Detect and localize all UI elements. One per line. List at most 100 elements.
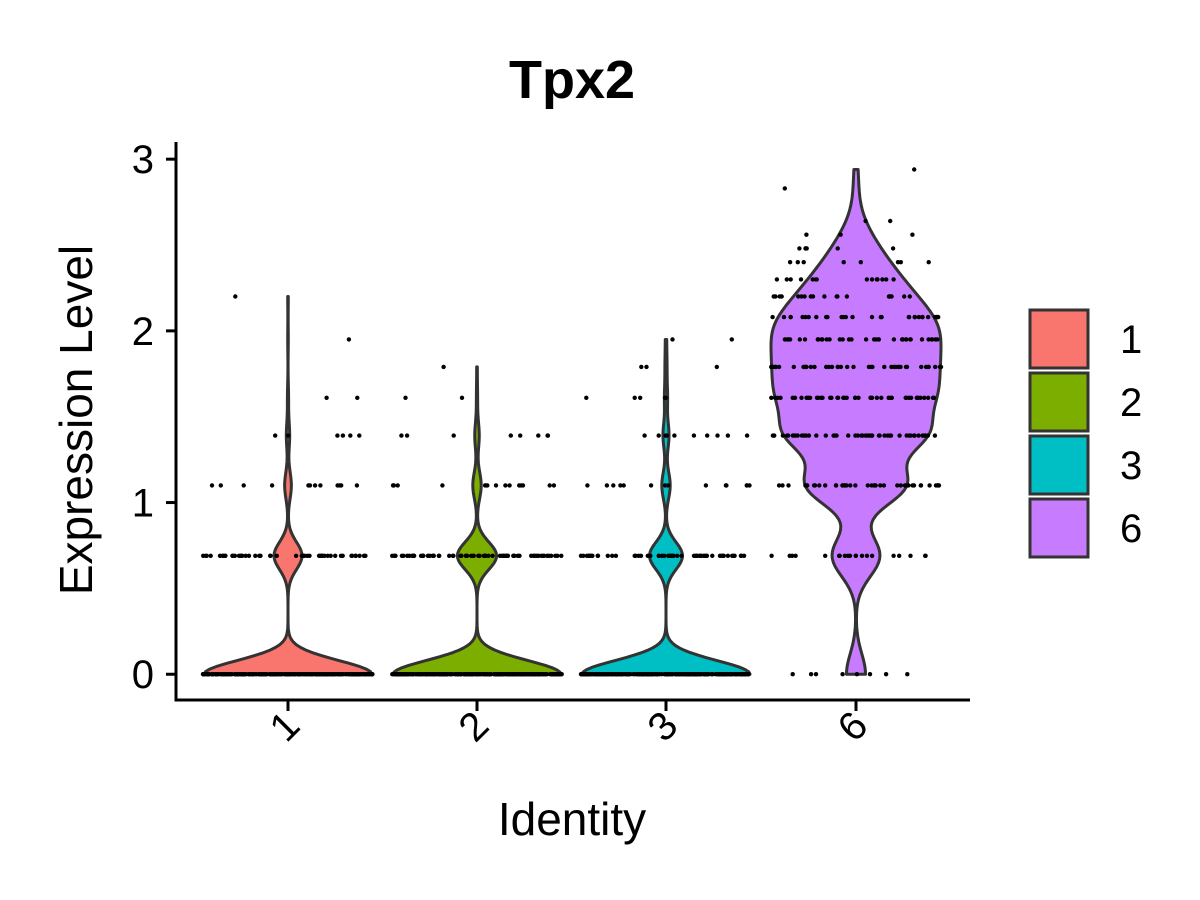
cell-point	[922, 395, 927, 400]
cell-point	[925, 314, 931, 320]
cell-point	[791, 364, 796, 370]
cell-point	[662, 395, 668, 400]
cell-point	[247, 672, 252, 677]
cell-point	[602, 672, 608, 677]
cell-point	[819, 337, 824, 342]
cell-point	[915, 395, 920, 400]
cell-point	[925, 433, 930, 438]
cell-point	[268, 553, 273, 558]
cell-point	[786, 483, 791, 488]
cell-point	[308, 672, 314, 677]
cell-point	[867, 672, 873, 677]
cell-point	[869, 364, 874, 370]
cell-point	[834, 433, 839, 438]
cell-point	[595, 553, 601, 558]
cell-point	[209, 483, 215, 488]
cell-point	[724, 483, 729, 488]
cell-point	[519, 483, 524, 488]
cell-point	[452, 672, 457, 677]
cell-point	[879, 395, 884, 400]
cell-point	[864, 553, 870, 558]
cell-point	[799, 294, 804, 299]
cell-point	[904, 364, 910, 370]
cell-point	[353, 553, 358, 558]
cell-point	[201, 672, 207, 677]
cell-point	[808, 672, 814, 677]
violin-6	[769, 167, 943, 676]
cell-point	[814, 277, 819, 282]
x-axis-title: Identity	[498, 793, 646, 845]
cell-point	[823, 553, 828, 558]
legend-label: 2	[1120, 381, 1142, 425]
cell-point	[912, 314, 917, 320]
cell-point	[849, 337, 854, 342]
cell-point	[354, 483, 360, 488]
cell-point	[919, 364, 924, 370]
cell-point	[639, 364, 644, 370]
cell-point	[494, 672, 500, 677]
cell-point	[399, 553, 405, 558]
cell-point	[486, 553, 491, 558]
cell-point	[897, 433, 902, 438]
cell-point	[800, 314, 805, 320]
cell-point	[929, 337, 934, 342]
cell-point	[293, 553, 299, 558]
cell-point	[869, 314, 875, 320]
cell-point	[635, 672, 640, 677]
cell-point	[546, 553, 552, 558]
cell-point	[814, 395, 820, 400]
cell-point	[790, 395, 795, 400]
cell-point	[853, 483, 858, 488]
cell-point	[891, 277, 896, 282]
cell-point	[898, 483, 903, 488]
cell-point	[393, 553, 398, 558]
cell-point	[471, 553, 476, 558]
cell-point	[771, 433, 776, 438]
cell-point	[823, 483, 828, 488]
cell-point	[883, 672, 889, 677]
cell-point	[889, 294, 894, 299]
cell-point	[656, 433, 661, 438]
cell-point	[933, 364, 938, 370]
y-ticks: 0 1 2 3	[132, 138, 176, 697]
points-layer	[200, 167, 944, 677]
cell-point	[882, 364, 887, 370]
cell-point	[670, 672, 675, 677]
cell-point	[799, 395, 804, 400]
cell-point	[662, 483, 668, 488]
cell-point	[882, 433, 887, 438]
cell-point	[920, 433, 925, 438]
cell-point	[916, 314, 922, 320]
cell-point	[395, 483, 400, 488]
cell-point	[888, 218, 893, 224]
cell-point	[396, 672, 401, 677]
cell-point	[908, 553, 913, 558]
cell-point	[508, 433, 513, 438]
cell-point	[214, 672, 219, 677]
cell-point	[793, 433, 798, 438]
cell-point	[241, 672, 246, 677]
cell-point	[541, 553, 547, 558]
cell-point	[782, 186, 787, 191]
cell-point	[797, 337, 802, 342]
cell-point	[276, 672, 281, 677]
cell-point	[348, 433, 353, 438]
cell-point	[840, 337, 845, 342]
cell-point	[850, 314, 855, 320]
cell-point	[880, 277, 885, 282]
cell-point	[925, 395, 931, 400]
cell-point	[589, 553, 594, 558]
cell-point	[908, 395, 914, 400]
cell-point	[891, 337, 897, 342]
cell-point	[841, 260, 846, 265]
cell-point	[675, 553, 680, 558]
cell-point	[551, 672, 557, 677]
cell-point	[499, 553, 505, 558]
cell-point	[860, 433, 865, 438]
cell-point	[557, 672, 562, 677]
cell-point	[744, 483, 750, 488]
violin-1	[202, 295, 374, 676]
cell-point	[642, 433, 647, 438]
cell-point	[595, 672, 600, 677]
cell-point	[907, 294, 912, 299]
